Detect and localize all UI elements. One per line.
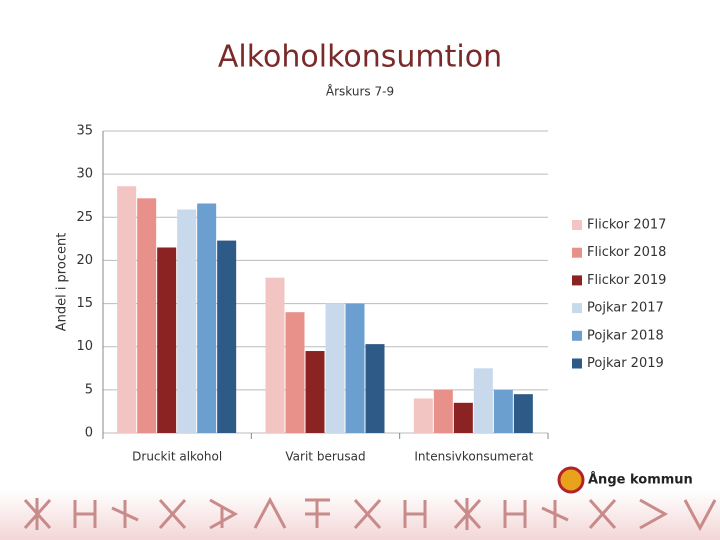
bar	[285, 312, 305, 433]
y-axis-label: Andel i procent	[55, 233, 70, 332]
bar	[473, 368, 493, 433]
bar	[137, 198, 157, 433]
bar	[365, 344, 385, 433]
y-tick-label: 30	[76, 167, 93, 182]
legend-label: Flickor 2019	[587, 273, 666, 288]
legend-label: Flickor 2018	[587, 245, 666, 260]
logo-emblem	[557, 466, 585, 494]
legend-label: Flickor 2017	[587, 218, 666, 233]
y-tick-label: 10	[76, 339, 93, 354]
legend-swatch	[572, 330, 582, 341]
footer-pattern	[23, 496, 717, 532]
bar	[493, 389, 513, 433]
bar	[265, 277, 285, 433]
legend-label: Pojkar 2019	[587, 356, 664, 371]
legend-swatch	[572, 358, 582, 369]
bar	[453, 402, 473, 433]
x-tick-label: Druckit alkohol	[132, 450, 222, 464]
chart-title: Alkoholkonsumtion	[218, 40, 502, 75]
x-tick-label: Varit berusad	[285, 450, 365, 464]
legend-swatch	[572, 220, 582, 230]
legend-label: Pojkar 2018	[587, 328, 664, 343]
legend-swatch	[572, 247, 582, 258]
legend-swatch	[572, 303, 582, 314]
bar	[305, 351, 325, 433]
chart-subtitle: Årskurs 7-9	[326, 84, 394, 99]
bar	[325, 303, 345, 433]
y-tick-label: 15	[76, 296, 93, 311]
bar	[117, 186, 137, 433]
legend-label: Pojkar 2017	[587, 301, 664, 316]
bar	[433, 389, 453, 433]
bar	[157, 247, 177, 433]
legend-swatch	[572, 275, 582, 286]
bar	[177, 209, 197, 433]
y-tick-label: 20	[76, 253, 93, 268]
logo-text: Ånge kommun	[588, 472, 693, 488]
bar	[345, 303, 365, 433]
y-tick-label: 25	[76, 210, 93, 225]
bar	[513, 394, 533, 433]
footer-band	[0, 490, 720, 540]
bar	[197, 203, 217, 433]
y-tick-label: 35	[76, 124, 93, 139]
bar	[217, 240, 237, 433]
bar	[413, 398, 433, 433]
y-tick-label: 0	[85, 426, 93, 441]
x-tick-label: Intensivkonsumerat	[414, 450, 533, 464]
y-tick-label: 5	[85, 382, 93, 397]
